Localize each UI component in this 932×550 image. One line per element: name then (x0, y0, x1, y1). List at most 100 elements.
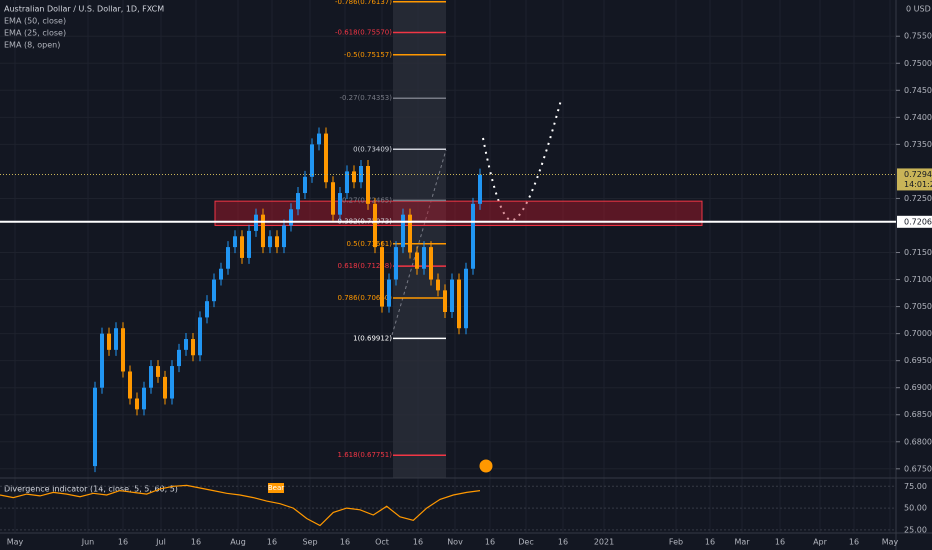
candle (240, 236, 244, 258)
candle (394, 247, 398, 280)
indicator-line (0, 484, 481, 527)
date-label: Sep (302, 538, 317, 547)
candle (107, 333, 111, 350)
level-box (897, 215, 932, 228)
date-label: Mar (734, 538, 750, 547)
countdown-label: 14:01:24 (904, 180, 932, 189)
date-label: 16 (849, 538, 859, 547)
candle (142, 387, 146, 410)
price-tick-label: 0.67500 (904, 464, 932, 473)
candle (205, 301, 209, 318)
indicator-title: Divergence Indicator (14, close, 5, 5, 6… (4, 485, 178, 494)
last-price-box (897, 168, 932, 191)
date-label: Apr (813, 538, 828, 547)
candle (387, 279, 391, 307)
candle (422, 247, 426, 269)
last-price-label: 0.72944 (904, 170, 932, 179)
time-range-shade (393, 0, 446, 478)
date-label: Nov (447, 538, 463, 547)
date-label: 2021 (594, 538, 614, 547)
candle (324, 133, 328, 183)
candle (156, 366, 160, 377)
candle (282, 225, 286, 248)
candle (450, 279, 454, 312)
candle (121, 328, 125, 372)
date-label: 16 (191, 538, 201, 547)
fib-label: -0.618(0.75570) (335, 28, 392, 36)
candle (317, 133, 321, 145)
date-label: May (7, 538, 24, 547)
candle (296, 193, 300, 210)
candle (415, 252, 419, 269)
date-label: May (882, 538, 899, 547)
indicator-tick-label: 75.00 (904, 482, 927, 491)
candle (135, 398, 139, 410)
fib-label: -0.5(0.75157) (344, 51, 392, 59)
fib-label: -0.786(0.76137) (335, 0, 392, 6)
fib-label: 1(0.69912) (353, 334, 392, 342)
fib-label: 0.618(0.71248) (338, 262, 393, 270)
date-label: Jul (155, 538, 166, 547)
signal-label: Bear (268, 484, 284, 492)
candle (436, 279, 440, 291)
candle (114, 328, 118, 350)
fib-label: 0.5(0.71661) (346, 240, 392, 248)
date-label: Oct (375, 538, 389, 547)
candle (310, 144, 314, 177)
date-label: 16 (267, 538, 277, 547)
candle (457, 279, 461, 329)
fib-trend-line (391, 149, 447, 336)
date-label: Jun (81, 538, 95, 547)
event-badge[interactable] (478, 458, 494, 474)
candle (191, 339, 195, 356)
candle (478, 174, 482, 204)
candle (198, 317, 202, 356)
candle (429, 247, 433, 280)
candle (93, 387, 97, 467)
date-label: 16 (413, 538, 423, 547)
currency-label: 0 USD (906, 5, 931, 14)
level-label: 0.72068 (904, 217, 932, 226)
candle (233, 236, 237, 248)
fib-label: 0.786(0.70660) (338, 294, 393, 302)
candle (247, 230, 251, 258)
fib-label: -0.27(0.74353) (339, 94, 392, 102)
date-label: Feb (669, 538, 683, 547)
candle (261, 214, 265, 248)
candle (289, 209, 293, 226)
fib-label: 0(0.73409) (353, 145, 392, 153)
indicator-tick-label: 25.00 (904, 525, 927, 534)
candle (366, 166, 370, 204)
date-label: 16 (775, 538, 785, 547)
study-label: EMA (8, open) (4, 41, 60, 50)
signal-box (268, 483, 284, 493)
date-label: Dec (518, 538, 533, 547)
candle (345, 171, 349, 194)
study-label: EMA (25, close) (4, 29, 66, 38)
candle (352, 171, 356, 183)
candle (380, 247, 384, 307)
candle (226, 247, 230, 269)
fib-label: 1.618(0.67751) (338, 451, 393, 459)
candle (464, 268, 468, 329)
candle (338, 193, 342, 215)
candle (100, 333, 104, 388)
date-label: 16 (485, 538, 495, 547)
candle (401, 214, 405, 248)
candle (408, 214, 412, 253)
study-label: EMA (50, close) (4, 17, 66, 26)
candle (149, 366, 153, 388)
